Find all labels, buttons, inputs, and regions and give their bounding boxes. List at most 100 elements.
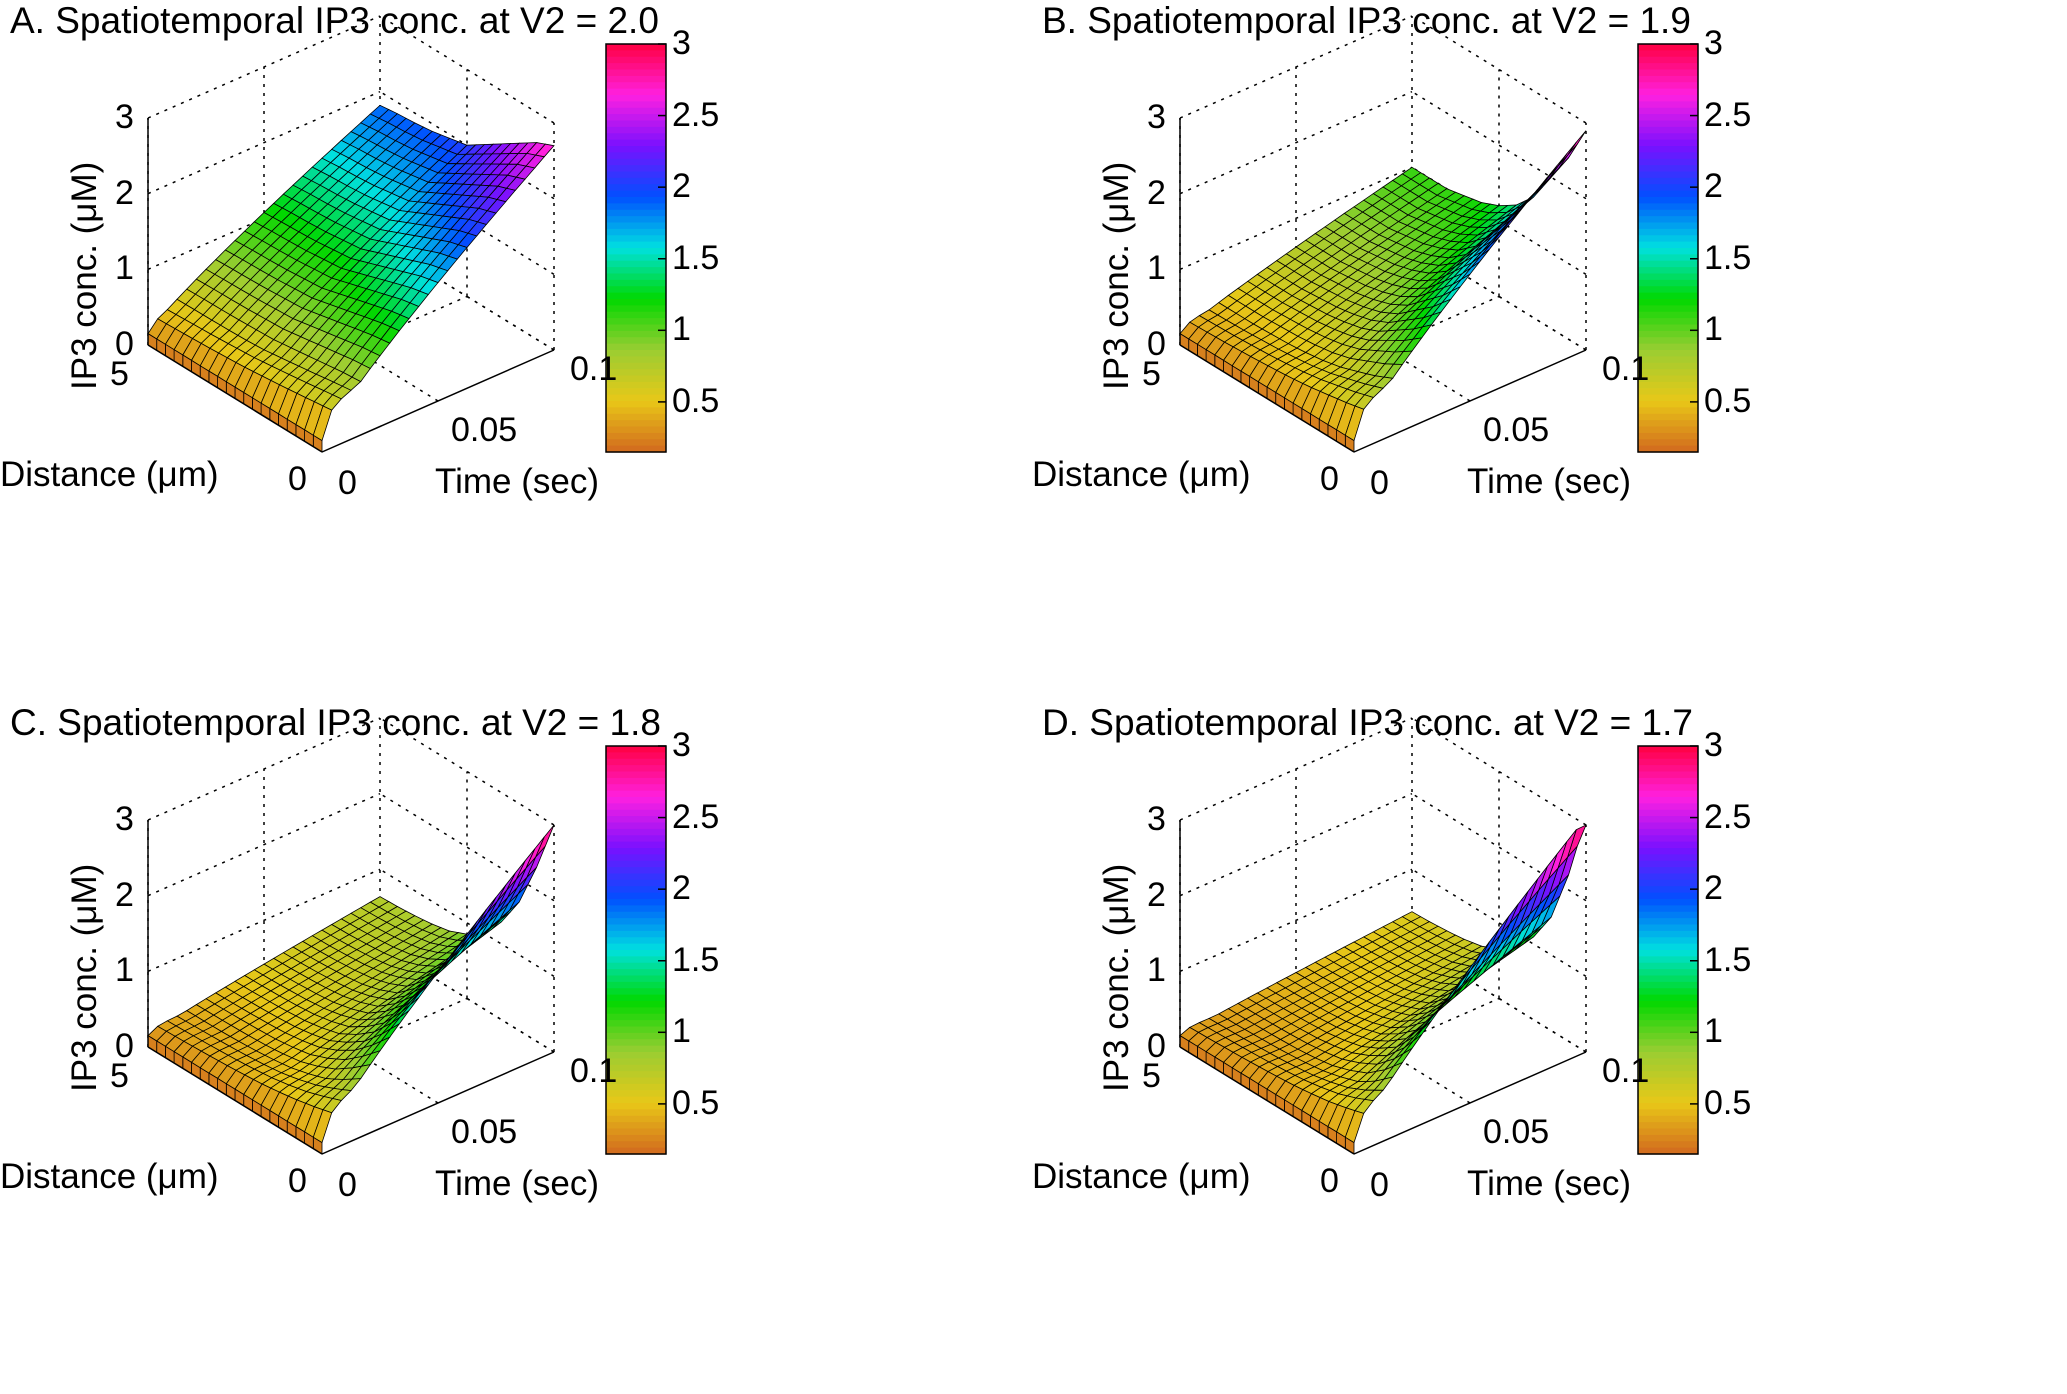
colorbar-band <box>606 1032 666 1040</box>
colorbar-band <box>1638 1122 1698 1130</box>
colorbar-frame <box>1637 745 1699 1155</box>
colorbar-band <box>1638 286 1698 294</box>
colorbar-band <box>606 1141 666 1149</box>
colorbar-band <box>1638 190 1698 198</box>
colorbar-band <box>606 273 666 281</box>
colorbar-band <box>606 1115 666 1123</box>
colorbar-band <box>606 88 666 96</box>
colorbar-band <box>1638 1052 1698 1059</box>
y-axis-label: Time (sec) <box>435 462 599 501</box>
colorbar-band <box>606 197 666 204</box>
colorbar-band <box>1638 1128 1698 1136</box>
colorbar-band <box>1638 886 1698 894</box>
colorbar-band <box>606 994 666 1002</box>
colorbar <box>605 745 667 1155</box>
colorbar-band <box>606 254 666 262</box>
x-axis-line <box>1179 344 1355 453</box>
colorbar-band <box>606 318 666 326</box>
colorbar-band <box>1638 1026 1698 1034</box>
surface-mesh <box>1179 824 1587 1144</box>
colorbar-band <box>1638 139 1698 147</box>
colorbar-band <box>1638 911 1698 919</box>
colorbar-band <box>1638 1077 1698 1085</box>
colorbar-band <box>1638 292 1698 300</box>
colorbar-band <box>606 835 666 843</box>
colorbar-band <box>606 177 666 185</box>
colorbar-band <box>1638 241 1698 249</box>
colorbar-band <box>1638 388 1698 396</box>
colorbar-band <box>606 790 666 798</box>
colorbar-band <box>606 107 666 115</box>
colorbar-band <box>1638 318 1698 326</box>
z-axis-label: IP3 conc. (μM) <box>65 863 104 1092</box>
colorbar-band <box>606 388 666 396</box>
y-tick-label: 0 <box>338 1166 357 1204</box>
surface-mesh <box>147 824 555 1144</box>
colorbar-tick-label: 1.5 <box>672 238 720 277</box>
z-tick-label: 0 <box>1147 1027 1166 1065</box>
colorbar-band <box>606 1122 666 1130</box>
colorbar-band <box>1638 905 1698 913</box>
colorbar-band <box>606 260 666 268</box>
colorbar-band <box>606 765 666 773</box>
grid-line <box>1179 15 1413 119</box>
colorbar-tick-label: 1 <box>1704 1012 1723 1051</box>
colorbar-band <box>606 228 666 236</box>
colorbar-band <box>1638 1083 1698 1091</box>
colorbar-band <box>606 1134 666 1142</box>
x-axis-line <box>1179 1046 1355 1155</box>
colorbar-band <box>1638 101 1698 109</box>
y-tick-label: 0.05 <box>1483 411 1550 449</box>
colorbar-tick-label: 2 <box>1704 167 1723 206</box>
colorbar-band <box>1638 88 1698 96</box>
grid-line <box>1179 717 1413 821</box>
colorbar-band <box>1638 1109 1698 1117</box>
colorbar-band <box>1638 1064 1698 1072</box>
colorbar-band <box>1638 426 1698 434</box>
z-axis-label: IP3 conc. (μM) <box>65 161 104 390</box>
colorbar-band <box>606 981 666 989</box>
colorbar-band <box>1638 50 1698 58</box>
z-tick-label: 0 <box>1147 325 1166 363</box>
colorbar-band <box>1638 784 1698 792</box>
z-tick-label: 1 <box>115 249 134 288</box>
grid-line <box>1179 90 1413 195</box>
grid-line <box>1179 868 1413 973</box>
colorbar-band <box>1638 216 1698 224</box>
colorbar-band <box>1638 260 1698 268</box>
colorbar-band <box>1638 413 1698 421</box>
plot-canvas <box>147 15 667 453</box>
colorbar-band <box>606 873 666 881</box>
colorbar-band <box>1638 771 1698 779</box>
colorbar-band <box>606 924 666 932</box>
chart-title: D. Spatiotemporal IP3 conc. at V2 = 1.7 <box>1042 702 1693 743</box>
colorbar-band <box>606 860 666 868</box>
z-tick-label: 0 <box>115 325 134 363</box>
colorbar-band <box>606 235 666 243</box>
y-tick-label: 0 <box>1370 1166 1389 1204</box>
colorbar-band <box>606 401 666 408</box>
colorbar-band <box>1638 752 1698 760</box>
axes <box>147 118 555 453</box>
z-tick-label: 1 <box>1147 249 1166 288</box>
x-tick-label: 5 <box>110 355 129 393</box>
y-axis-line <box>321 1051 555 1155</box>
colorbar-tick-label: 0.5 <box>672 1083 720 1122</box>
colorbar-band <box>606 892 666 900</box>
z-tick-label: 0 <box>115 1027 134 1065</box>
colorbar-band <box>606 445 666 453</box>
colorbar-band <box>606 1058 666 1066</box>
colorbar-band <box>606 69 666 77</box>
colorbar-band <box>1638 222 1698 230</box>
colorbar-band <box>606 841 666 849</box>
colorbar-tick-label: 3 <box>672 726 691 764</box>
colorbar-band <box>606 241 666 249</box>
colorbar-band <box>606 165 666 173</box>
colorbar-band <box>606 330 666 338</box>
colorbar-band <box>1638 171 1698 179</box>
colorbar-band <box>1638 1141 1698 1149</box>
colorbar-band <box>1638 381 1698 389</box>
colorbar-band <box>1638 854 1698 862</box>
colorbar-frame <box>1637 43 1699 453</box>
z-tick-label: 2 <box>1147 173 1166 212</box>
